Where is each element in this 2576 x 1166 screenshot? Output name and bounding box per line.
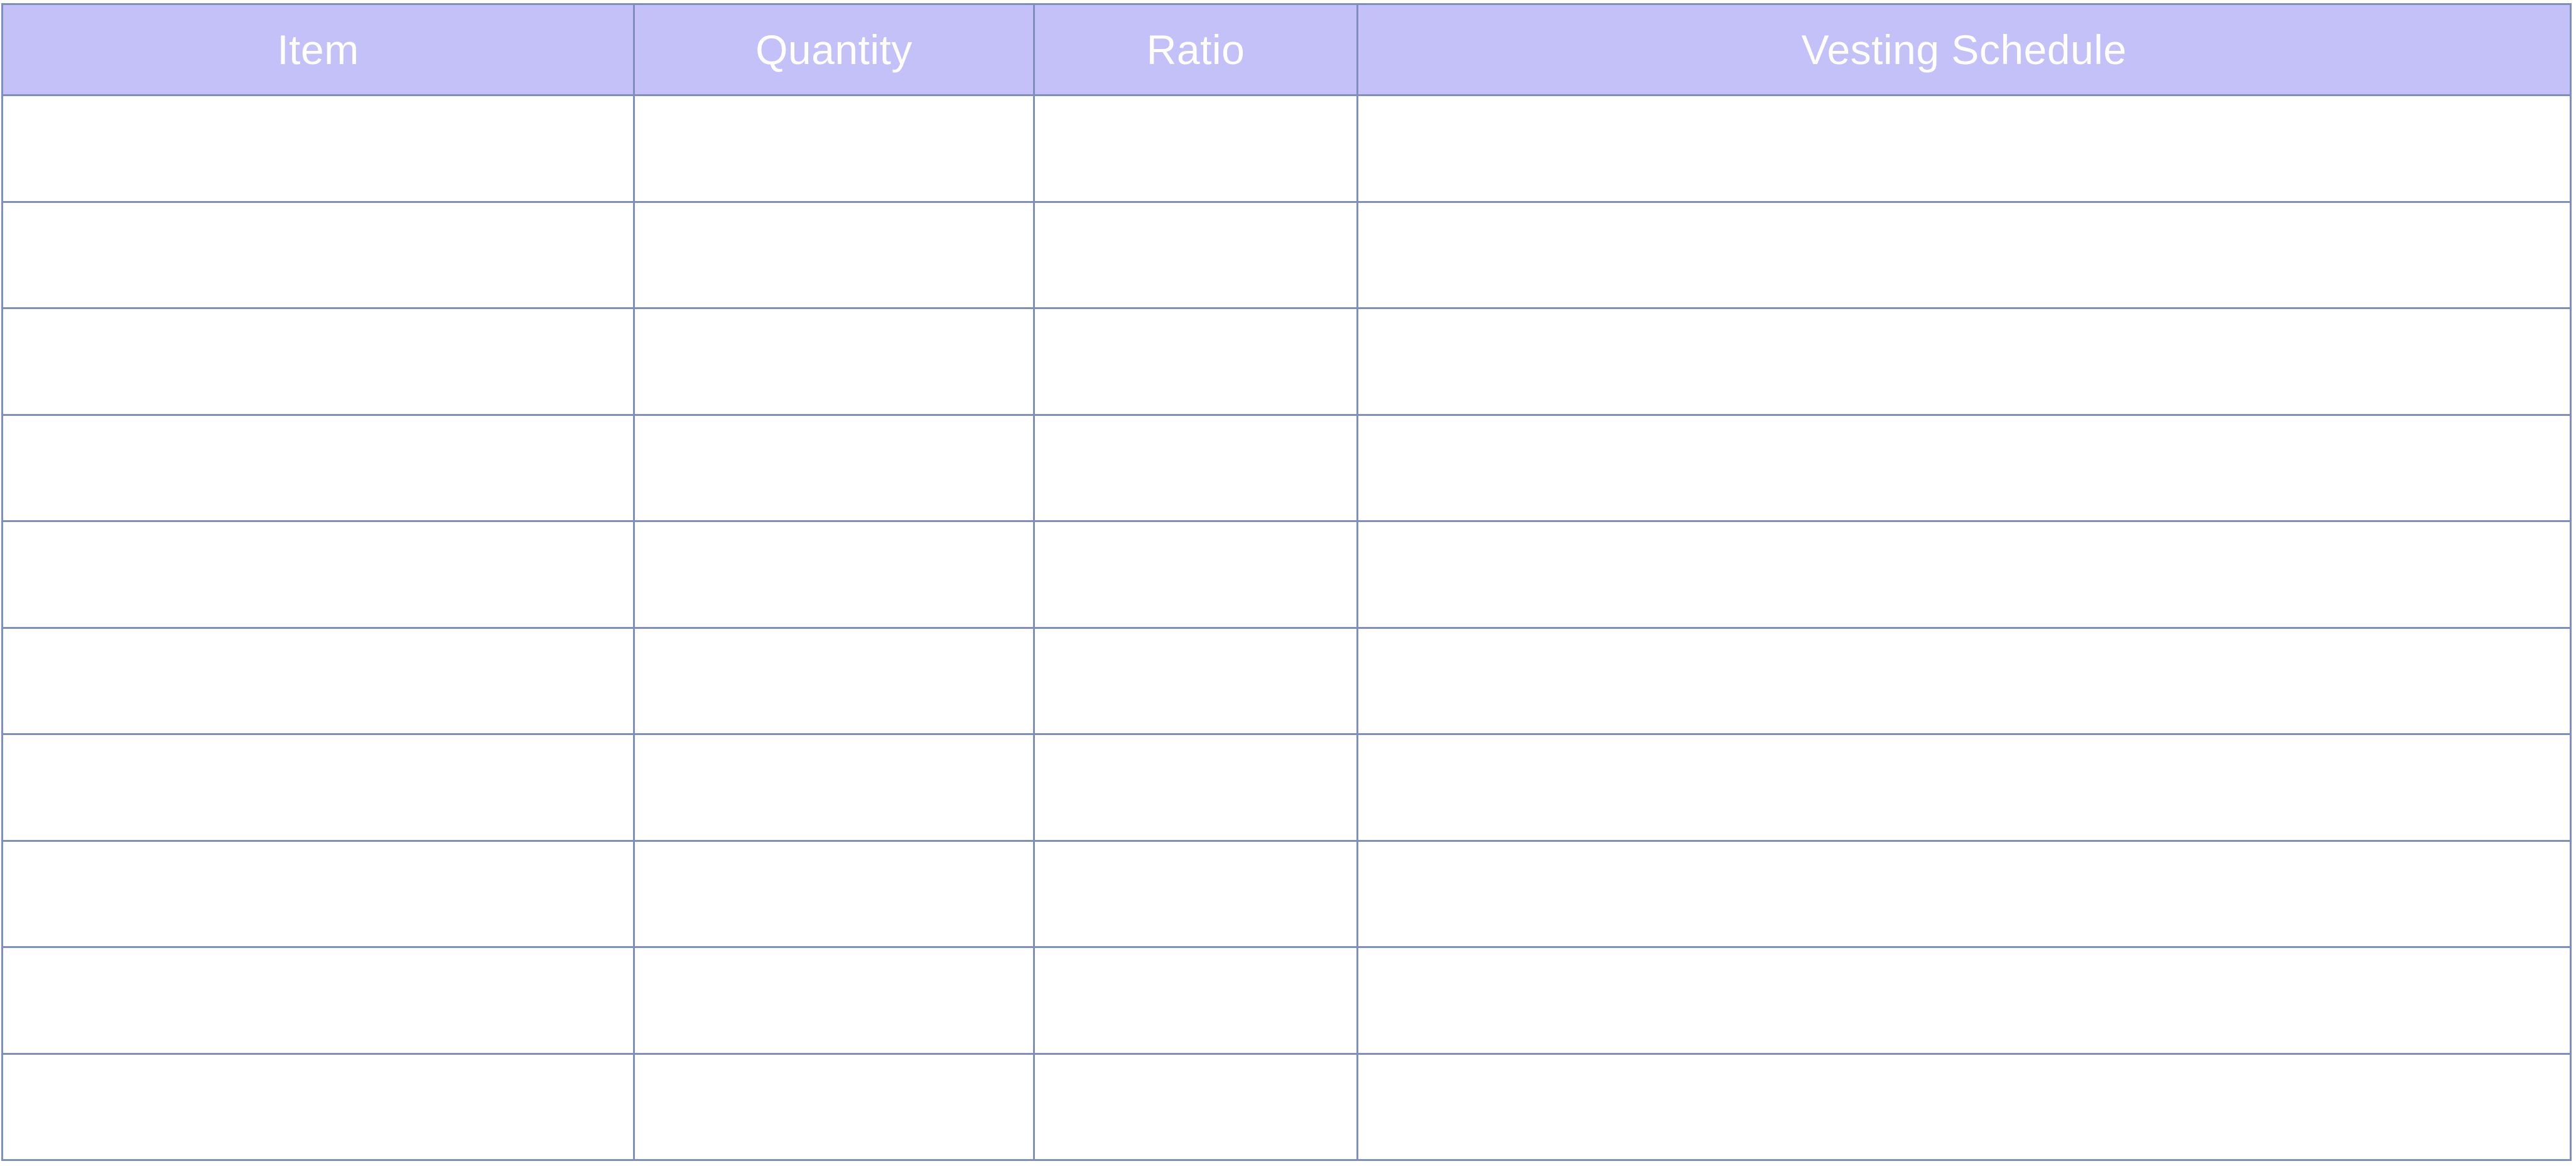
cell-ratio[interactable]	[1033, 1052, 1358, 1161]
cell-ratio[interactable]	[1033, 946, 1358, 1055]
cell-item[interactable]	[1, 1052, 635, 1161]
cell-item[interactable]	[1, 946, 635, 1055]
cell-quantity[interactable]	[633, 1052, 1035, 1161]
cell-ratio[interactable]	[1033, 733, 1358, 842]
table-row	[1, 94, 2572, 203]
cell-ratio[interactable]	[1033, 413, 1358, 522]
cell-item[interactable]	[1, 520, 635, 629]
cell-vesting-schedule[interactable]	[1356, 733, 2572, 842]
table-row	[1, 520, 2572, 629]
cell-vesting-schedule[interactable]	[1356, 839, 2572, 948]
cell-vesting-schedule[interactable]	[1356, 307, 2572, 416]
cell-quantity[interactable]	[633, 839, 1035, 948]
cell-vesting-schedule[interactable]	[1356, 200, 2572, 309]
cell-vesting-schedule[interactable]	[1356, 626, 2572, 735]
cell-ratio[interactable]	[1033, 520, 1358, 629]
cell-item[interactable]	[1, 307, 635, 416]
table-row	[1, 733, 2572, 842]
table-row	[1, 839, 2572, 948]
cell-quantity[interactable]	[633, 946, 1035, 1055]
cell-ratio[interactable]	[1033, 626, 1358, 735]
table-row	[1, 1052, 2572, 1161]
header-row: Item Quantity Ratio Vesting Schedule	[1, 3, 2572, 96]
cell-ratio[interactable]	[1033, 200, 1358, 309]
table-row	[1, 626, 2572, 735]
vesting-table: Item Quantity Ratio Vesting Schedule	[1, 3, 2572, 1161]
cell-ratio[interactable]	[1033, 839, 1358, 948]
table-body	[1, 94, 2572, 1161]
table-row	[1, 200, 2572, 309]
column-header-quantity: Quantity	[633, 3, 1035, 96]
cell-item[interactable]	[1, 200, 635, 309]
cell-quantity[interactable]	[633, 307, 1035, 416]
cell-vesting-schedule[interactable]	[1356, 946, 2572, 1055]
cell-quantity[interactable]	[633, 413, 1035, 522]
table-header: Item Quantity Ratio Vesting Schedule	[1, 3, 2572, 96]
column-header-ratio: Ratio	[1033, 3, 1358, 96]
cell-item[interactable]	[1, 94, 635, 203]
cell-ratio[interactable]	[1033, 94, 1358, 203]
table-row	[1, 946, 2572, 1055]
cell-quantity[interactable]	[633, 626, 1035, 735]
cell-vesting-schedule[interactable]	[1356, 94, 2572, 203]
cell-vesting-schedule[interactable]	[1356, 520, 2572, 629]
table-row	[1, 413, 2572, 522]
cell-item[interactable]	[1, 839, 635, 948]
vesting-table-container: Item Quantity Ratio Vesting Schedule	[1, 3, 2572, 1161]
table-row	[1, 307, 2572, 416]
cell-item[interactable]	[1, 733, 635, 842]
cell-item[interactable]	[1, 413, 635, 522]
cell-quantity[interactable]	[633, 94, 1035, 203]
column-header-item: Item	[1, 3, 635, 96]
cell-quantity[interactable]	[633, 200, 1035, 309]
cell-vesting-schedule[interactable]	[1356, 1052, 2572, 1161]
cell-item[interactable]	[1, 626, 635, 735]
column-header-vesting-schedule: Vesting Schedule	[1356, 3, 2572, 96]
cell-quantity[interactable]	[633, 733, 1035, 842]
cell-quantity[interactable]	[633, 520, 1035, 629]
cell-vesting-schedule[interactable]	[1356, 413, 2572, 522]
cell-ratio[interactable]	[1033, 307, 1358, 416]
